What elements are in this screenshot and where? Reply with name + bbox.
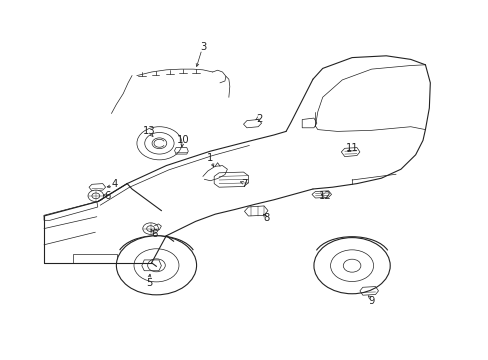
Circle shape xyxy=(88,190,103,202)
Circle shape xyxy=(137,127,182,160)
Text: 2: 2 xyxy=(255,114,262,124)
Text: 5: 5 xyxy=(145,278,152,288)
Circle shape xyxy=(142,223,158,234)
Text: 1: 1 xyxy=(206,153,213,163)
Text: 6: 6 xyxy=(150,229,157,239)
Text: 8: 8 xyxy=(263,213,269,223)
Text: 4: 4 xyxy=(112,179,118,189)
Circle shape xyxy=(116,236,196,295)
Text: 11: 11 xyxy=(345,143,358,153)
Text: 13: 13 xyxy=(142,126,155,136)
Text: 7: 7 xyxy=(241,179,247,189)
Text: 12: 12 xyxy=(318,191,331,201)
Text: 9: 9 xyxy=(367,296,374,306)
Text: 6: 6 xyxy=(104,191,111,201)
Text: 3: 3 xyxy=(200,42,205,52)
Circle shape xyxy=(313,238,389,294)
Text: 10: 10 xyxy=(177,135,189,145)
